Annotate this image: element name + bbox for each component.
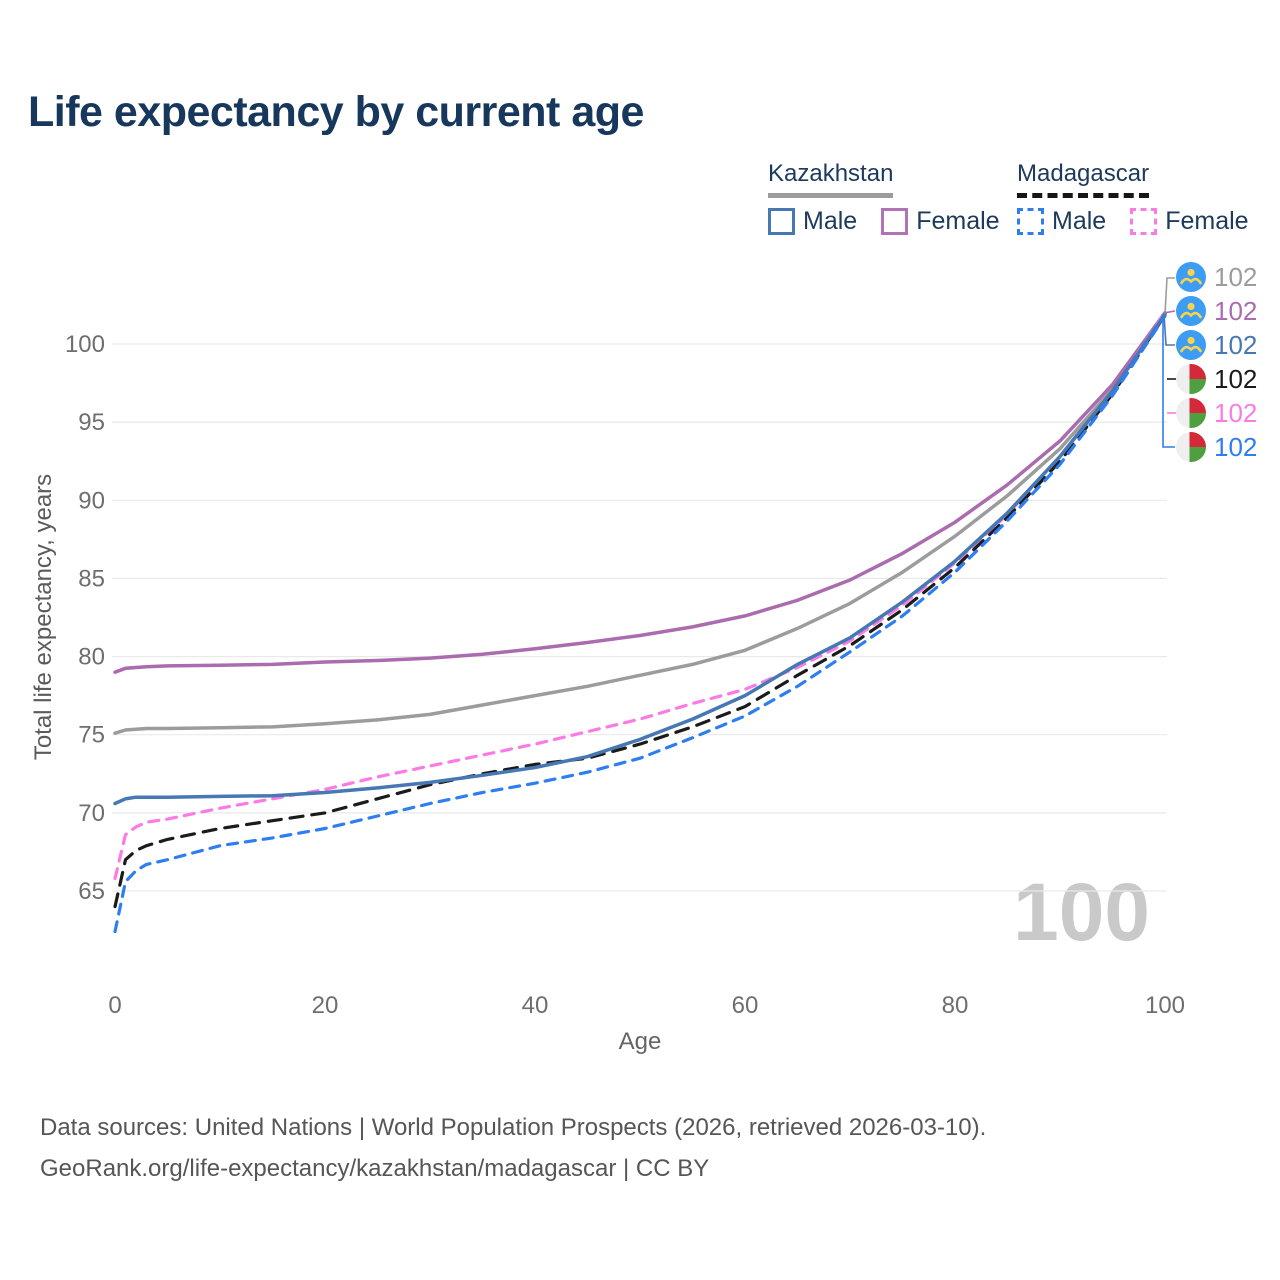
endpoint-row-kazakhstan-1: 102	[1176, 295, 1257, 327]
kazakhstan-female-swatch-icon[interactable]	[881, 208, 909, 235]
x-tick-label: 20	[312, 992, 339, 1019]
endpoint-value-label: 102	[1214, 363, 1258, 394]
x-tick-label: 40	[522, 992, 549, 1019]
endpoint-value-label: 102	[1214, 295, 1258, 326]
kazakhstan-flag-icon	[1176, 330, 1206, 360]
y-tick-label: 65	[78, 878, 105, 905]
madagascar-male-swatch-icon[interactable]	[1017, 208, 1044, 235]
madagascar-flag-icon	[1176, 432, 1206, 462]
leader-line-5	[1162, 315, 1175, 448]
leader-line-1	[1164, 310, 1176, 314]
legend-group-madagascar: Madagascar Male Female	[1017, 160, 1249, 236]
madagascar-male-label[interactable]: Male	[1052, 207, 1107, 235]
madagascar-female-swatch-icon[interactable]	[1130, 208, 1158, 235]
endpoint-value-label: 102	[1214, 397, 1258, 428]
legend-country-kazakhstan[interactable]: Kazakhstan	[768, 160, 894, 198]
series-line-madagascar-female[interactable]	[113, 311, 1167, 881]
legend-items-madagascar: Male Female	[1017, 207, 1249, 236]
kazakhstan-male-label[interactable]: Male	[803, 207, 858, 235]
age-watermark: 100	[1013, 867, 1150, 958]
x-tick-label: 80	[942, 992, 969, 1019]
y-tick-label: 70	[78, 800, 105, 827]
series-line-kazakhstan-male[interactable]	[113, 312, 1167, 806]
x-tick-label: 100	[1145, 992, 1185, 1019]
y-tick-label: 90	[78, 487, 105, 514]
legend-items-kazakhstan: Male Female	[768, 207, 1000, 236]
madagascar-flag-icon	[1176, 398, 1206, 428]
x-tick-label: 0	[108, 992, 121, 1019]
kazakhstan-flag-icon	[1176, 262, 1206, 292]
endpoint-value-label: 102	[1214, 261, 1258, 292]
y-tick-label: 80	[78, 644, 105, 671]
y-tick-label: 85	[78, 565, 105, 592]
series-line-madagascar-male[interactable]	[113, 314, 1167, 934]
y-tick-label: 75	[78, 722, 105, 749]
endpoint-row-madagascar-3: 102	[1176, 363, 1257, 395]
x-axis-title: Age	[618, 1028, 662, 1055]
series-line-kazakhstan-all[interactable]	[113, 311, 1167, 735]
footer-line-2: GeoRank.org/life-expectancy/kazakhstan/m…	[40, 1154, 710, 1182]
page-title: Life expectancy by current age	[28, 88, 644, 136]
footer-line-1: Data sources: United Nations | World Pop…	[40, 1114, 987, 1141]
leader-line-2	[1163, 314, 1175, 346]
madagascar-female-label[interactable]: Female	[1165, 207, 1249, 235]
legend-country-madagascar[interactable]: Madagascar	[1017, 160, 1150, 198]
y-axis-title: Total life expectancy, years	[30, 473, 57, 761]
legend-group-kazakhstan: Kazakhstan Male Female	[768, 160, 1000, 236]
y-tick-label: 95	[78, 409, 105, 436]
kazakhstan-flag-icon	[1176, 296, 1206, 326]
endpoint-row-madagascar-4: 102	[1176, 397, 1257, 429]
kazakhstan-female-label[interactable]: Female	[916, 207, 1000, 235]
series-line-kazakhstan-female[interactable]	[113, 310, 1167, 674]
footer: Data sources: United Nations | World Pop…	[40, 1108, 986, 1190]
leader-line-0	[1164, 277, 1175, 314]
x-tick-label: 60	[732, 992, 759, 1019]
kazakhstan-male-swatch-icon[interactable]	[768, 208, 795, 235]
endpoint-row-kazakhstan-0: 102	[1176, 261, 1257, 293]
madagascar-flag-icon	[1176, 364, 1206, 394]
endpoint-value-label: 102	[1214, 329, 1258, 360]
endpoint-value-label: 102	[1214, 431, 1258, 462]
y-tick-label: 100	[65, 331, 105, 358]
endpoint-row-madagascar-5: 102	[1176, 431, 1257, 463]
endpoint-row-kazakhstan-2: 102	[1176, 329, 1257, 361]
series-line-madagascar-all[interactable]	[113, 313, 1167, 909]
